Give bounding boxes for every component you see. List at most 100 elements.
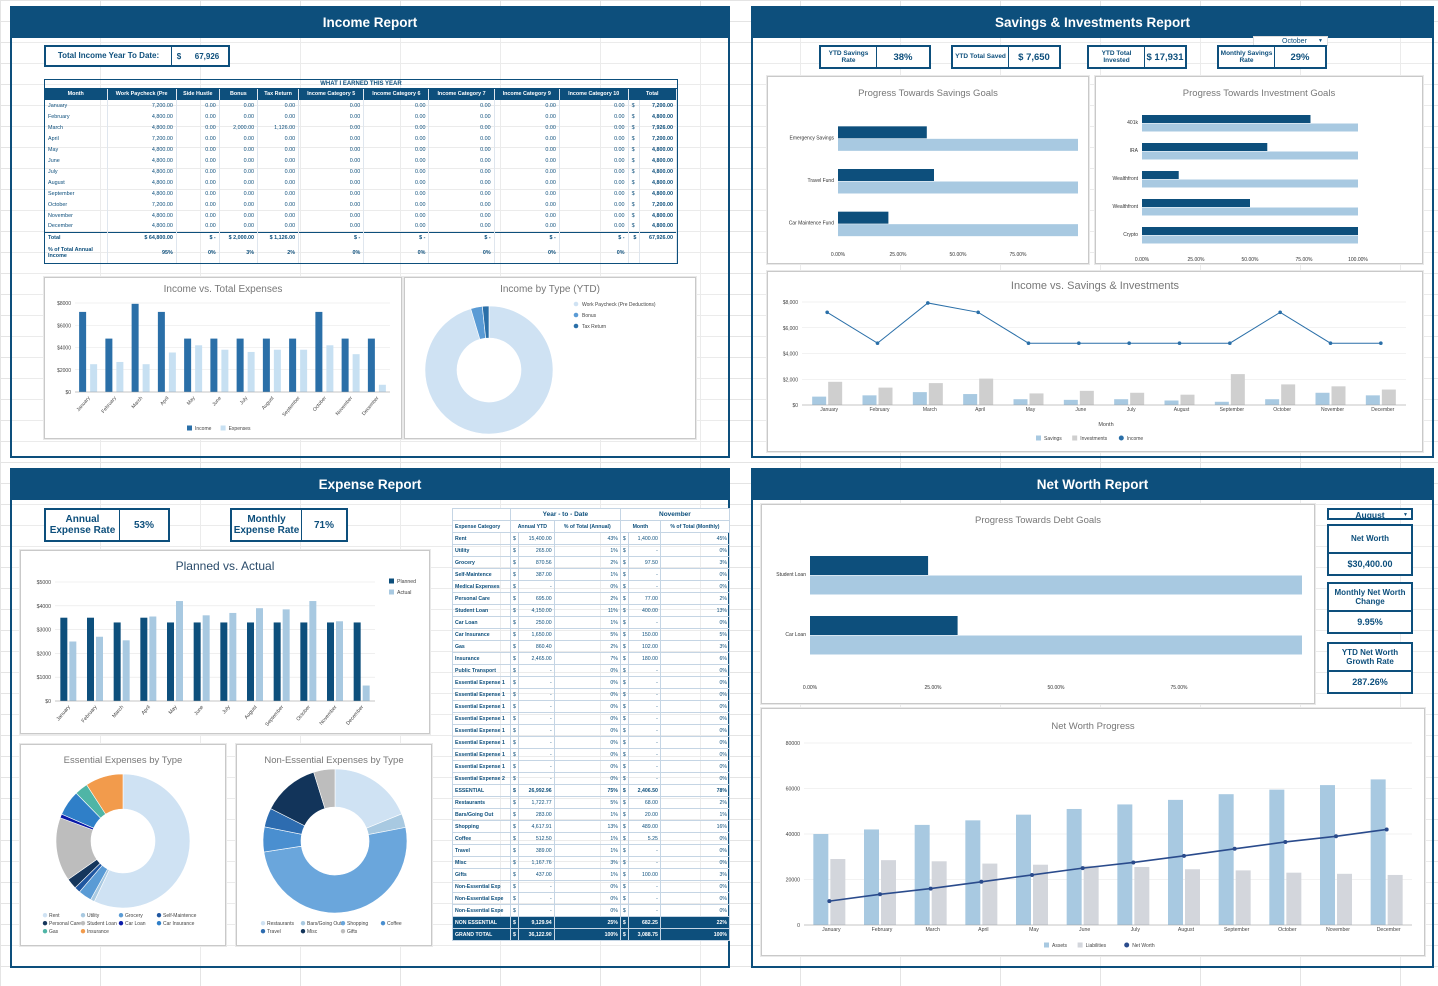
bar-planned	[220, 622, 228, 701]
currency-cell: $	[619, 676, 629, 689]
x-tick-label: October	[295, 704, 312, 722]
currency-cell: $	[510, 568, 519, 581]
table-cell: 0.00	[428, 155, 495, 166]
pct-cell: 1%	[553, 808, 621, 821]
x-tick-label: April	[978, 927, 988, 933]
currency-cell: $	[510, 676, 519, 689]
table-cell: 0%	[559, 243, 629, 263]
y-tick-label: $8000	[57, 301, 71, 307]
table-cell: $	[628, 166, 641, 177]
annual-expense-rate: Annual Expense Rate 53%	[44, 508, 170, 542]
legend-label: Misc	[307, 929, 318, 935]
investment-goals-card: Progress Towards Investment Goals 0.00% 2…	[1095, 76, 1423, 264]
pct-cell: 1%	[553, 844, 621, 857]
table-cell: 0.00	[559, 144, 629, 155]
income-table-header: Side Hustle	[176, 89, 220, 100]
savings-kpi-value: $ 17,931	[1146, 51, 1184, 63]
bar-expenses	[90, 364, 98, 392]
category-cell: Non-Essential Expe	[452, 904, 511, 917]
pct-cell: 0%	[659, 748, 731, 761]
line-point	[825, 310, 829, 315]
y-tick-label: 401k	[1127, 120, 1138, 126]
line-point	[1228, 341, 1232, 345]
table-cell: $	[628, 177, 641, 188]
bar-actual	[309, 601, 317, 701]
investment-goals-chart: 0.00% 25.00% 50.00% 75.00% 100.00% 401k IRA Wea…	[1113, 115, 1368, 263]
x-tick-label: 75.00%	[1171, 685, 1189, 691]
line-point	[1278, 310, 1282, 315]
currency-cell: $	[619, 820, 629, 833]
pct-cell: 0%	[553, 712, 621, 725]
table-row: Shopping $4,617.91 13% $489.00 16%	[452, 820, 731, 833]
table-cell: $ -	[298, 231, 365, 243]
value-cell: -	[517, 700, 555, 713]
table-cell: $ -	[363, 231, 430, 243]
category-cell: GRAND TOTAL	[452, 928, 511, 941]
table-cell: % of Total Annual Income	[45, 243, 108, 263]
bar-expenses	[326, 345, 334, 392]
table-cell: 4,800.00	[107, 144, 177, 155]
bar-goal	[838, 224, 1078, 237]
bar-investments	[1079, 390, 1094, 405]
y-tick-label: $4,000	[783, 352, 799, 358]
y-tick-label: $2000	[37, 651, 52, 657]
table-cell: 0.00	[176, 133, 220, 144]
debt-goals-title: Progress Towards Debt Goals	[974, 515, 1102, 526]
x-tick-label: April	[975, 407, 985, 413]
table-row: August 4,800.00 0.00 0.00 0.00 0.00 0.00 0.00 0.…	[45, 177, 677, 188]
table-cell: $	[628, 210, 641, 221]
table-row: May 4,800.00 0.00 0.00 0.00 0.00 0.00 0.00 0.00 0…	[45, 144, 677, 155]
table-cell: $	[628, 100, 641, 111]
bar-investments	[1331, 386, 1346, 405]
savings-kpi-label: Monthly Savings Rate	[1219, 47, 1275, 67]
table-cell: 0.00	[559, 155, 629, 166]
legend-label: Work Paycheck (Pre Deductions)	[582, 302, 656, 308]
value-cell: 100.00	[627, 868, 661, 881]
value-cell: 36,122.90	[517, 928, 555, 941]
table-cell: 0.00	[428, 122, 495, 133]
expense-table: Year - to - Date November Expense Category…	[452, 508, 731, 941]
legend-label: Coffee	[387, 921, 402, 927]
currency-cell: $	[510, 544, 519, 557]
expense-report-title: Expense Report	[12, 470, 728, 500]
line-point	[1127, 341, 1131, 345]
pct-cell: 2%	[659, 796, 731, 809]
y-tick-label: 40000	[786, 832, 801, 838]
bar-progress	[810, 616, 958, 635]
x-tick-label: June	[193, 704, 205, 717]
bar-savings	[1214, 401, 1229, 405]
table-cell: 67,926.00	[639, 231, 677, 243]
value-cell: 250.00	[517, 616, 555, 629]
bar-assets	[1117, 804, 1133, 925]
bar-assets	[965, 820, 981, 925]
table-cell: 0.00	[176, 221, 220, 232]
x-tick-label: September	[264, 704, 285, 728]
table-cell: 2%	[257, 243, 300, 263]
pct-cell: 3%	[659, 868, 731, 881]
legend-label: Planned	[397, 579, 416, 585]
table-cell: 0%	[298, 243, 365, 263]
group-month-header: November	[619, 508, 731, 521]
x-tick-label: May	[1029, 927, 1039, 933]
pct-cell: 11%	[553, 604, 621, 617]
debt-goals-chart: 0.00% 25.00% 50.00% 75.00% Student Loan Car L…	[776, 556, 1302, 691]
table-row: July 4,800.00 0.00 0.00 0.00 0.00 0.00 0.00 0.00…	[45, 166, 677, 177]
bar-assets	[1320, 785, 1335, 925]
pct-cell: 0%	[659, 832, 731, 845]
bar-savings	[1365, 395, 1380, 405]
income-pct-row: % of Total Annual Income 95% 0% 3% 2% 0% 0% 0% 0…	[45, 243, 677, 263]
pct-cell: 0%	[553, 760, 621, 773]
bar-planned	[167, 622, 174, 701]
table-cell: 0.00	[176, 210, 220, 221]
y-tick-label: Wealthfront	[1113, 176, 1139, 182]
pct-cell: 0%	[553, 736, 621, 749]
networth-month-select[interactable]: August ▼	[1327, 508, 1413, 520]
pct-cell: 0%	[659, 688, 731, 701]
income-table-header: Income Category 9	[494, 89, 560, 100]
table-cell: 0.00	[559, 166, 629, 177]
x-tick-label: February	[872, 927, 893, 933]
category-cell: Public Transport	[452, 664, 511, 677]
table-row: Essential Expense 1 $ -0% $ -0%	[452, 688, 731, 701]
category-cell: Essential Expense 1	[452, 748, 511, 761]
table-cell: 0.00	[298, 177, 365, 188]
